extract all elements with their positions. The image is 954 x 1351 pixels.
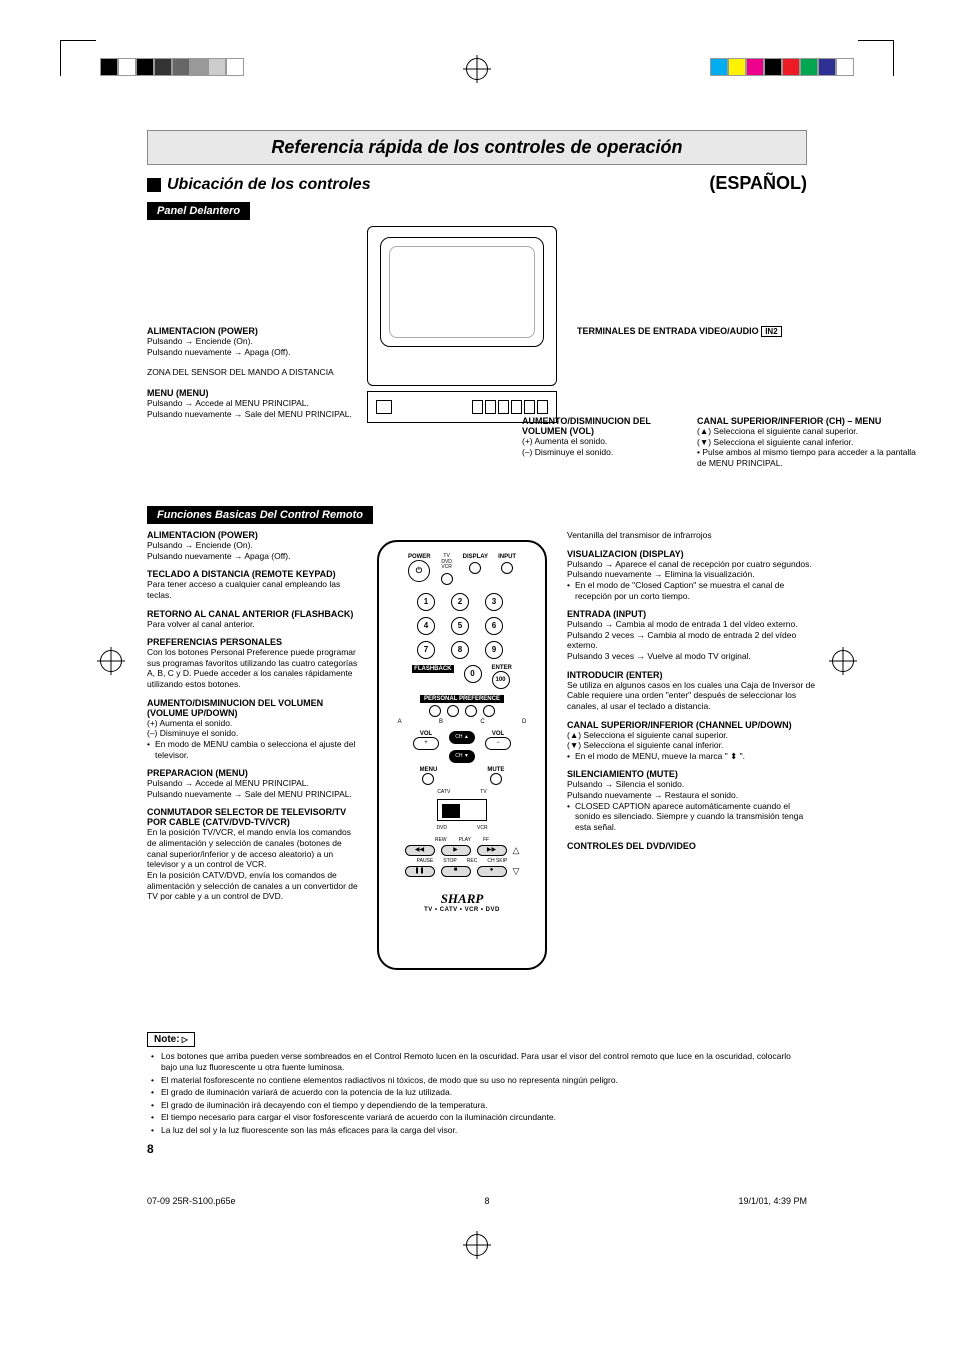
page-number: 8	[147, 1142, 807, 1156]
tv-illustration	[367, 226, 557, 386]
note-item: Los botones que arriba pueden verse somb…	[161, 1051, 807, 1074]
main-title: Referencia rápida de los controles de op…	[147, 130, 807, 165]
register-mark	[466, 58, 488, 80]
numeric-keypad: 123 456 789	[379, 593, 545, 659]
power-title: ALIMENTACION (POWER)	[147, 326, 357, 336]
front-panel-diagram: ALIMENTACION (POWER) Pulsando → Enciende…	[147, 226, 807, 496]
print-marks-bottom	[0, 1216, 954, 1276]
menu-title: MENU (MENU)	[147, 388, 357, 398]
note-box: Note: Los botones que arriba pueden vers…	[147, 1032, 807, 1136]
note-item: El material fosforescente no contiene el…	[161, 1075, 807, 1086]
remote-section-label: Funciones Basicas Del Control Remoto	[147, 506, 373, 524]
print-marks-top	[0, 40, 954, 100]
brand-logo: SHARP	[379, 891, 545, 907]
note-list: Los botones que arriba pueden verse somb…	[147, 1051, 807, 1136]
register-mark-left	[100, 650, 122, 672]
panel-label: Panel Delantero	[147, 202, 250, 220]
colorbar-left	[100, 58, 244, 76]
page-content: Referencia rápida de los controles de op…	[127, 120, 827, 1176]
note-item: El grado de iluminación variará de acuer…	[161, 1087, 807, 1098]
note-item: La luz del sol y la luz fluorescente son…	[161, 1125, 807, 1136]
note-item: El tiempo necesario para cargar el visor…	[161, 1112, 807, 1123]
footer: 07-09 25R-S100.p65e 8 19/1/01, 4:39 PM	[127, 1196, 827, 1206]
section-heading: Ubicación de los controles	[147, 176, 371, 194]
sensor-label: ZONA DEL SENSOR DEL MANDO A DISTANCIA	[147, 367, 357, 378]
input-button	[501, 562, 513, 574]
remote-diagram: ALIMENTACION (POWER)Pulsando → Enciende …	[147, 530, 807, 1020]
power-button: ⏻	[408, 560, 430, 582]
register-mark-right	[832, 650, 854, 672]
colorbar-right	[710, 58, 854, 76]
display-button	[469, 562, 481, 574]
language-label: (ESPAÑOL)	[709, 173, 807, 194]
remote-illustration: POWER⏻ TVDVDVCR DISPLAY INPUT 123 456 78…	[377, 540, 547, 970]
note-item: El grado de iluminación irá decayendo co…	[161, 1100, 807, 1111]
mode-switch	[437, 799, 487, 821]
terminals-title: TERMINALES DE ENTRADA VIDEO/AUDIO IN2	[577, 326, 797, 337]
